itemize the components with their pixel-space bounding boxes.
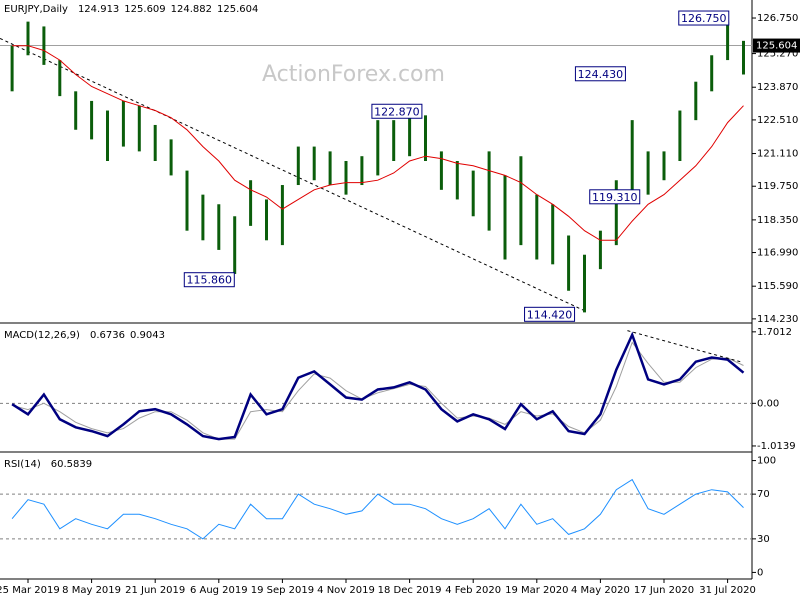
trend-line (627, 330, 741, 363)
moving-average (12, 45, 744, 241)
last-price-label: 125.604 (756, 41, 797, 52)
header-value: 124.913 (78, 4, 119, 15)
price-label: 122.870 (374, 105, 420, 118)
price-label: 119.310 (592, 191, 638, 204)
price-label-box (183, 272, 235, 288)
y-tick-label: 121.110 (757, 149, 798, 160)
header-value: 0.9043 (130, 330, 165, 341)
indicator-line (11, 341, 744, 440)
y-tick-label: 122.510 (757, 115, 798, 126)
panel: EURJPY,Daily 124.913 125.609 124.882 125.604… (0, 4, 800, 325)
price-label-box (678, 10, 730, 26)
panel-title: MACD(12,26,9) (4, 330, 80, 341)
x-tick-label: 18 Dec 2019 (378, 585, 442, 596)
panel-header: MACD(12,26,9) 0.6736 0.9043 (4, 330, 165, 341)
price-label-box (524, 306, 576, 322)
panel-title: RSI(14) (4, 459, 41, 470)
x-tick-label: 19 Mar 2020 (505, 585, 568, 596)
y-tick-label: 1.7012 (757, 327, 792, 338)
y-tick-label: 0.00 (757, 398, 779, 409)
y-tick-label: 125.270 (757, 49, 798, 60)
y-tick-label: 116.990 (757, 248, 798, 259)
y-tick-label: 70 (757, 489, 770, 500)
y-tick-label: -1.0139 (757, 441, 796, 452)
y-tick-label: 118.350 (757, 215, 798, 226)
last-price-box (753, 38, 800, 53)
x-tick-label: 25 Mar 2019 (0, 585, 60, 596)
x-tick-label: 31 Jul 2020 (699, 585, 756, 596)
panel: RSI(14) 60.5839 100 70 30 0 (0, 456, 776, 578)
y-tick-label: 0 (757, 567, 763, 578)
header-value: 124.882 (171, 4, 212, 15)
indicator-line (11, 331, 745, 441)
y-tick-label: 114.230 (757, 314, 798, 325)
y-tick-label: 115.590 (757, 281, 798, 292)
header-value: 125.609 (124, 4, 165, 15)
x-tick-label: 8 May 2019 (62, 585, 121, 596)
price-label: 114.420 (527, 308, 573, 321)
y-tick-label: 123.870 (757, 82, 798, 93)
y-tick-label: 30 (757, 534, 770, 545)
panel-header: EURJPY,Daily 124.913 125.609 124.882 125.604 (4, 4, 258, 15)
price-label-box (574, 66, 626, 82)
price-label-box (371, 103, 423, 119)
panel-title: EURJPY,Daily (4, 4, 68, 15)
indicator-line (11, 478, 744, 540)
header-value: 125.604 (217, 4, 258, 15)
price-label: 124.430 (578, 68, 624, 81)
y-tick-label: 119.750 (757, 181, 798, 192)
x-tick-label: 19 Sep 2019 (251, 585, 314, 596)
header-value: 0.6736 (90, 330, 125, 341)
price-label: 115.860 (187, 274, 233, 287)
price-label: 126.750 (681, 12, 727, 25)
panel-header: RSI(14) 60.5839 (4, 459, 92, 470)
y-tick-label: 126.750 (757, 13, 798, 24)
y-tick-label: 100 (757, 456, 776, 467)
price-label-box (589, 189, 641, 205)
watermark: ActionForex.com (262, 62, 445, 87)
panel: MACD(12,26,9) 0.6736 0.9043 1.7012 0.00 -1.01… (0, 327, 796, 452)
x-tick-label: 21 Jun 2019 (125, 585, 185, 596)
x-tick-label: 6 Aug 2019 (190, 585, 248, 596)
x-tick-label: 17 Jun 2020 (634, 585, 694, 596)
trend-line (0, 37, 584, 311)
header-value: 60.5839 (51, 459, 92, 470)
x-tick-label: 4 May 2020 (571, 585, 630, 596)
x-tick-label: 4 Nov 2019 (317, 585, 375, 596)
x-tick-label: 4 Feb 2020 (445, 585, 501, 596)
